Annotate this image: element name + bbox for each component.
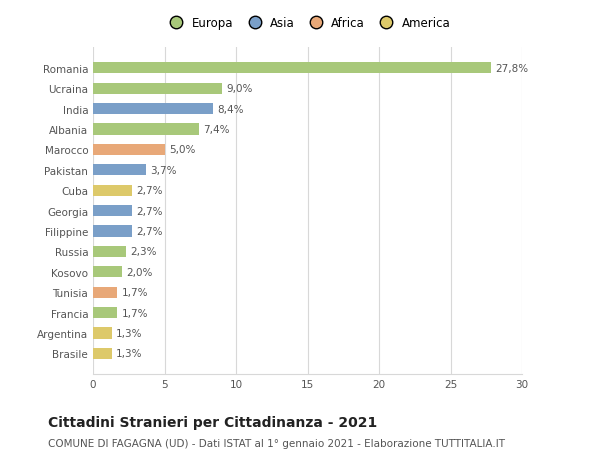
Text: 7,4%: 7,4% xyxy=(203,125,230,134)
Text: 27,8%: 27,8% xyxy=(495,64,528,73)
Bar xyxy=(93,145,164,156)
Bar xyxy=(93,308,118,319)
Text: 2,3%: 2,3% xyxy=(130,247,157,257)
Text: 5,0%: 5,0% xyxy=(169,145,195,155)
Bar xyxy=(93,328,112,339)
Text: COMUNE DI FAGAGNA (UD) - Dati ISTAT al 1° gennaio 2021 - Elaborazione TUTTITALIA: COMUNE DI FAGAGNA (UD) - Dati ISTAT al 1… xyxy=(48,438,505,448)
Bar xyxy=(93,124,199,135)
Text: 3,7%: 3,7% xyxy=(150,165,176,175)
Text: 2,7%: 2,7% xyxy=(136,206,163,216)
Bar xyxy=(93,348,112,359)
Text: 1,7%: 1,7% xyxy=(122,308,148,318)
Bar xyxy=(93,84,222,95)
Bar xyxy=(93,287,118,298)
Bar xyxy=(93,104,213,115)
Bar xyxy=(93,226,131,237)
Legend: Europa, Asia, Africa, America: Europa, Asia, Africa, America xyxy=(162,15,453,33)
Text: 2,7%: 2,7% xyxy=(136,186,163,196)
Text: 1,3%: 1,3% xyxy=(116,349,142,358)
Text: 1,3%: 1,3% xyxy=(116,328,142,338)
Text: 2,0%: 2,0% xyxy=(126,267,152,277)
Text: 9,0%: 9,0% xyxy=(226,84,253,94)
Bar xyxy=(93,63,491,74)
Text: Cittadini Stranieri per Cittadinanza - 2021: Cittadini Stranieri per Cittadinanza - 2… xyxy=(48,415,377,429)
Text: 1,7%: 1,7% xyxy=(122,288,148,297)
Bar xyxy=(93,267,122,278)
Bar xyxy=(93,185,131,196)
Text: 8,4%: 8,4% xyxy=(217,104,244,114)
Bar xyxy=(93,246,126,257)
Text: 2,7%: 2,7% xyxy=(136,226,163,236)
Bar xyxy=(93,206,131,217)
Bar xyxy=(93,165,146,176)
